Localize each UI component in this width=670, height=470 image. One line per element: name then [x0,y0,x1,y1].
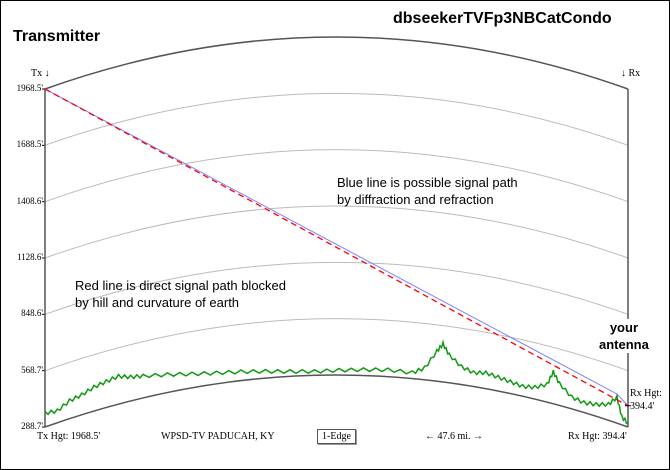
annotation-line: Red line is direct signal path blocked [75,278,287,293]
rx-height: Rx Hgt: 394.4' [568,431,627,442]
y-tick-label: 568.7' [21,364,43,375]
rx-label-value: 394.4' [630,401,655,412]
earth-arc [44,374,629,428]
annotation-line: antenna [599,337,649,352]
page-title: Transmitter [13,28,101,45]
rx-label-line: Rx Hgt: [630,388,662,399]
y-tick-label: 1408.6' [16,195,43,206]
terrain-profile [44,339,629,425]
rx-marker: ↓ Rx [621,68,641,79]
annotation-line: by hill and curvature of earth [75,295,240,310]
red-line-annotation: Red line is direct signal path blocked b… [75,277,286,311]
y-tick-label: 1128.6' [16,252,43,262]
elevation-arc [44,261,629,315]
y-tick-label: 288.7' [21,421,43,431]
y-tick-label: 1968.5' [16,83,43,93]
elevation-arc [44,149,629,203]
blue-line-annotation: Blue line is possible signal path by dif… [337,174,518,208]
site-name: dbseekerTVFp3NBCatCondo [393,10,612,27]
diffraction-path-line [44,88,629,407]
y-tick-label: 848.6' [21,308,43,319]
annotation-line: your [609,320,638,335]
edge-mode-button[interactable]: 1-Edge [317,429,356,444]
annotation-line: by diffraction and refraction [337,192,494,207]
earth-arc [44,36,629,90]
direct-path-line [44,88,629,407]
tx-marker: Tx ↓ [31,68,50,79]
elevation-arc [44,205,629,259]
rx-height-label: Rx Hgt: 394.4' [630,387,662,413]
elevation-arc [44,92,629,146]
elevation-arc [44,318,629,372]
tx-height: Tx Hgt: 1968.5' [37,431,101,442]
distance-label: ← 47.6 mi. → [425,431,484,442]
antenna-label: your antenna [599,319,649,353]
annotation-line: Blue line is possible signal path [337,175,518,190]
station-name: WPSD-TV PADUCAH, KY [161,431,275,442]
y-tick-label: 1688.5' [16,139,43,150]
